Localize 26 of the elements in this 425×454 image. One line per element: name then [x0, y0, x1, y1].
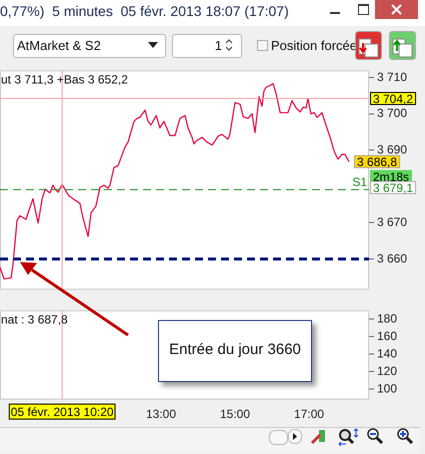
y-tick-label: 100: [377, 381, 398, 396]
x-tick-label: 17:00: [294, 407, 324, 422]
x-tick-label: 13:00: [146, 407, 176, 422]
y-tick-label: 3 690: [377, 142, 408, 156]
annotation: Entrée du jour 3660: [168, 341, 302, 358]
y-tick-label: 160: [377, 328, 398, 343]
data-label: 3 686,8: [357, 154, 398, 169]
ref-line-label: 05 févr. 2013 10:20: [10, 404, 114, 419]
y-tick-label: 3 660: [377, 251, 408, 266]
y-tick-label: 3 670: [377, 214, 408, 229]
x-tick-label: 15:00: [220, 407, 250, 422]
annotation: 3 679,1: [373, 180, 414, 195]
ref-line-label: S1: [352, 174, 368, 189]
y-tick-label: 180: [377, 311, 398, 326]
text: 1: [214, 38, 222, 53]
text: Position forcée: [271, 38, 357, 53]
y-tick-label: 3 710: [377, 70, 408, 84]
annotation: nat : 3 687,8: [1, 312, 68, 327]
y-tick-label: 3 700: [377, 106, 408, 120]
y-tick-label: 140: [377, 346, 398, 360]
text: AtMarket & S2: [17, 38, 101, 53]
text: 2m18s: [373, 170, 410, 184]
y-tick-label: 120: [377, 364, 398, 378]
ref-line-label: 3 704,2: [373, 92, 414, 106]
chart-subtitle: ut 3 711,3 +Bas 3 652,2: [1, 72, 128, 87]
chart-title: 0,77%) 5 minutes 05 févr. 2013 18:07 (17:07): [0, 3, 289, 19]
